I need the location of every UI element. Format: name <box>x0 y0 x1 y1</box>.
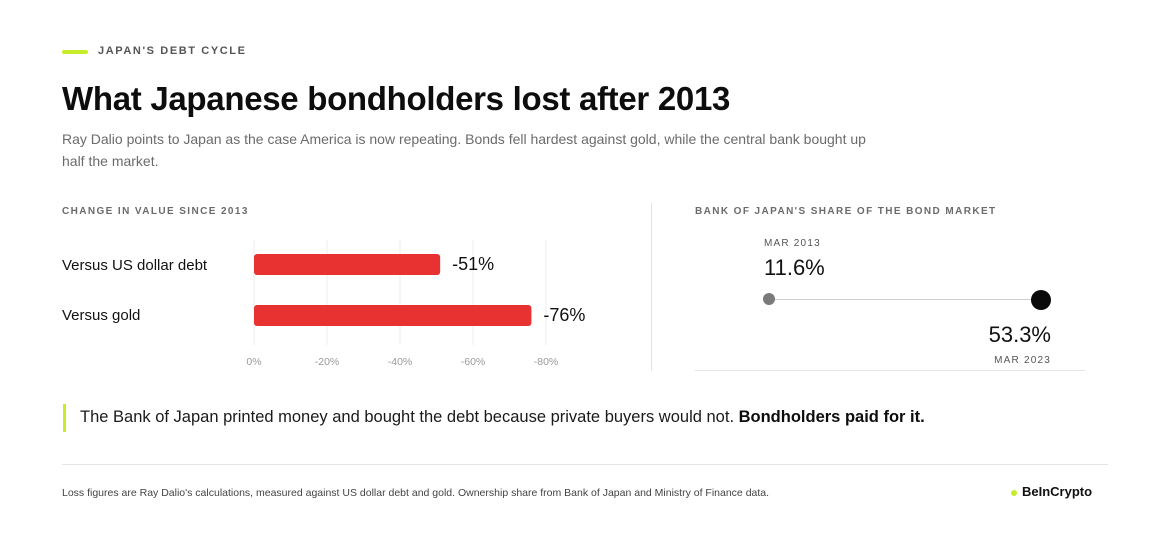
bar-category-label-usd: Versus US dollar debt <box>62 257 208 274</box>
range-end-dot <box>1031 290 1051 310</box>
x-tick-label: -80% <box>534 356 559 368</box>
range-end-value: 53.3% <box>988 322 1051 347</box>
footnote: Loss figures are Ray Dalio's calculation… <box>62 487 770 499</box>
page-title: What Japanese bondholders lost after 201… <box>62 80 731 117</box>
bar-category-label-gold: Versus gold <box>62 307 141 324</box>
quote-body: The Bank of Japan printed money and boug… <box>80 408 739 426</box>
quote-text: The Bank of Japan printed money and boug… <box>80 408 925 427</box>
kicker-accent-bar <box>62 50 88 54</box>
bar-usd-debt <box>254 254 441 275</box>
range-start-value: 11.6% <box>764 255 825 280</box>
quote-accent-bar <box>63 404 66 432</box>
x-tick-label: -40% <box>388 356 413 368</box>
brand-dot-icon <box>1011 490 1017 496</box>
kicker-label: JAPAN'S DEBT CYCLE <box>98 45 247 57</box>
quote-emphasis: Bondholders paid for it. <box>738 408 925 426</box>
section-divider <box>651 203 652 371</box>
bar-gold <box>254 305 532 326</box>
x-tick-label: 0% <box>246 356 261 368</box>
x-tick-label: -60% <box>461 356 486 368</box>
brand-logo[interactable]: BeInCrypto <box>1022 484 1093 499</box>
bar-value-label-gold: -76% <box>543 305 586 325</box>
page-subtitle: Ray Dalio points to Japan as the case Am… <box>62 131 866 169</box>
x-tick-label: -20% <box>315 356 340 368</box>
range-start-label: MAR 2013 <box>764 238 821 249</box>
range-end-label: MAR 2023 <box>994 355 1051 366</box>
range-track <box>769 299 1041 300</box>
range-start-dot <box>763 293 775 305</box>
bar-chart-title: CHANGE IN VALUE SINCE 2013 <box>62 206 249 217</box>
range-underline <box>695 370 1085 371</box>
footer-divider <box>62 464 1108 465</box>
bar-value-label-usd: -51% <box>452 254 495 274</box>
range-chart-title: BANK OF JAPAN'S SHARE OF THE BOND MARKET <box>695 206 997 217</box>
